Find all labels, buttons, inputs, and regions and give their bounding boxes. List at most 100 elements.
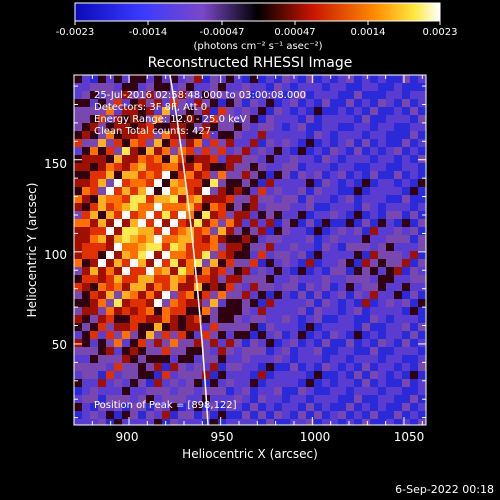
- image-pixel: [306, 131, 315, 140]
- image-pixel: [402, 315, 411, 324]
- image-pixel: [114, 419, 123, 425]
- image-pixel: [98, 187, 107, 196]
- image-pixel: [74, 331, 83, 340]
- image-pixel: [378, 291, 387, 300]
- image-pixel: [202, 163, 211, 172]
- image-pixel: [266, 315, 275, 324]
- image-pixel: [322, 283, 331, 292]
- image-pixel: [186, 339, 195, 348]
- image-pixel: [170, 155, 179, 164]
- image-pixel: [130, 339, 139, 348]
- image-pixel: [210, 147, 219, 156]
- image-pixel: [106, 331, 115, 340]
- image-pixel: [402, 379, 411, 388]
- image-pixel: [354, 363, 363, 372]
- image-pixel: [130, 411, 139, 420]
- image-pixel: [194, 307, 203, 316]
- image-pixel: [194, 387, 203, 396]
- image-pixel: [338, 259, 347, 268]
- image-pixel: [194, 163, 203, 172]
- image-pixel: [106, 99, 115, 108]
- image-pixel: [314, 243, 323, 252]
- image-pixel: [74, 163, 83, 172]
- image-pixel: [242, 139, 251, 148]
- image-pixel: [194, 179, 203, 188]
- image-pixel: [282, 307, 291, 316]
- image-pixel: [226, 331, 235, 340]
- image-pixel: [178, 283, 187, 292]
- image-pixel: [322, 195, 331, 204]
- image-pixel: [338, 371, 347, 380]
- image-pixel: [330, 91, 339, 100]
- image-pixel: [346, 379, 355, 388]
- image-pixel: [146, 259, 155, 268]
- image-pixel: [74, 307, 83, 316]
- image-pixel: [194, 155, 203, 164]
- image-pixel: [162, 227, 171, 236]
- image-pixel: [394, 219, 403, 228]
- image-pixel: [282, 411, 291, 420]
- image-pixel: [90, 395, 99, 404]
- image-pixel: [242, 195, 251, 204]
- image-pixel: [338, 323, 347, 332]
- image-pixel: [138, 179, 147, 188]
- image-pixel: [218, 411, 227, 420]
- image-pixel: [266, 403, 275, 412]
- image-pixel: [282, 99, 291, 108]
- image-pixel: [378, 75, 387, 84]
- image-pixel: [370, 195, 379, 204]
- image-pixel: [90, 203, 99, 212]
- image-pixel: [306, 75, 315, 84]
- image-pixel: [186, 275, 195, 284]
- image-pixel: [354, 139, 363, 148]
- image-pixel: [418, 91, 426, 100]
- image-pixel: [282, 123, 291, 132]
- image-pixel: [146, 131, 155, 140]
- image-pixel: [194, 227, 203, 236]
- image-pixel: [386, 115, 395, 124]
- image-pixel: [250, 171, 259, 180]
- image-pixel: [290, 347, 299, 356]
- image-pixel: [410, 395, 419, 404]
- image-pixel: [106, 323, 115, 332]
- image-pixel: [202, 299, 211, 308]
- image-pixel: [178, 163, 187, 172]
- image-pixel: [402, 211, 411, 220]
- image-pixel: [146, 203, 155, 212]
- image-pixel: [346, 203, 355, 212]
- image-pixel: [90, 195, 99, 204]
- image-pixel: [298, 179, 307, 188]
- image-pixel: [386, 339, 395, 348]
- image-pixel: [410, 371, 419, 380]
- image-pixel: [290, 283, 299, 292]
- image-pixel: [338, 355, 347, 364]
- image-pixel: [298, 203, 307, 212]
- image-pixel: [394, 203, 403, 212]
- image-pixel: [274, 387, 283, 396]
- image-pixel: [194, 171, 203, 180]
- image-pixel: [410, 299, 419, 308]
- image-pixel: [114, 243, 123, 252]
- image-pixel: [314, 299, 323, 308]
- image-pixel: [82, 419, 91, 425]
- image-pixel: [170, 371, 179, 380]
- image-pixel: [258, 395, 267, 404]
- image-pixel: [274, 107, 283, 116]
- image-pixel: [362, 339, 371, 348]
- image-pixel: [74, 283, 83, 292]
- image-pixel: [386, 187, 395, 196]
- image-pixel: [298, 315, 307, 324]
- image-pixel: [154, 75, 163, 84]
- image-pixel: [218, 243, 227, 252]
- image-pixel: [170, 211, 179, 220]
- image-pixel: [290, 187, 299, 196]
- image-pixel: [122, 219, 131, 228]
- image-pixel: [138, 331, 147, 340]
- image-pixel: [362, 323, 371, 332]
- image-pixel: [330, 75, 339, 84]
- image-pixel: [338, 91, 347, 100]
- image-pixel: [82, 139, 91, 148]
- image-pixel: [234, 227, 243, 236]
- x-tick-label: 900: [116, 430, 139, 444]
- image-pixel: [306, 379, 315, 388]
